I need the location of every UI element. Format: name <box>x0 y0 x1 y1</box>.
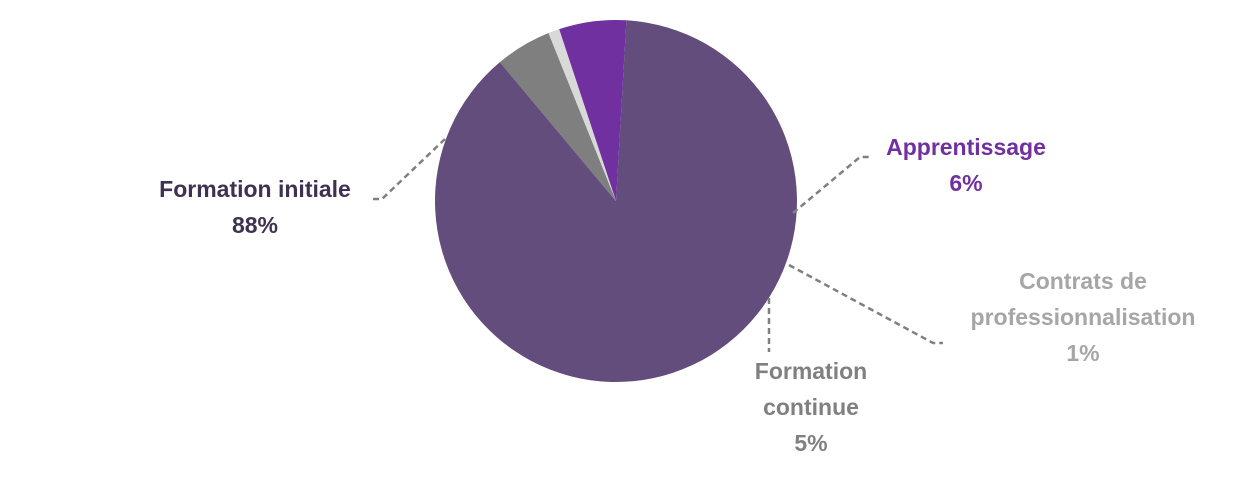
pie-slice-formation-initiale <box>434 20 797 382</box>
leader-line-contrats-de-professionnalisation <box>788 263 943 345</box>
slice-name-line: Contrats de <box>1019 268 1147 294</box>
slice-label-formation-continue: Formation continue 5% <box>755 358 867 456</box>
pie-slice-formation-continue <box>499 33 616 202</box>
slice-value-label: 5% <box>794 430 827 456</box>
leader-lines <box>372 138 943 352</box>
slice-name-line: continue <box>763 394 859 420</box>
slice-label-apprentissage: Apprentissage 6% <box>886 134 1046 196</box>
leader-line-formation-initiale <box>372 138 446 201</box>
slice-name-line: professionnalisation <box>971 304 1196 330</box>
pie-slice-apprentissage <box>559 19 627 202</box>
slice-name-line: Apprentissage <box>886 134 1046 160</box>
slice-label-contrats-de-professionnalisation: Contrats de professionnalisation 1% <box>971 268 1196 366</box>
leader-line-apprentissage <box>792 155 870 214</box>
slice-label-formation-initiale: Formation initiale 88% <box>159 176 351 238</box>
pie-slices <box>434 19 797 382</box>
slice-value-label: 1% <box>1066 340 1099 366</box>
slice-name-line: Formation <box>755 358 867 384</box>
slice-value-label: 88% <box>232 212 278 238</box>
slice-value-label: 6% <box>949 170 982 196</box>
slice-labels: Formation initiale 88% Formation continue 5%… <box>159 134 1195 456</box>
slice-name-line: Formation initiale <box>159 176 351 202</box>
pie-slice-contrats-de-professionnalisation <box>548 29 616 202</box>
